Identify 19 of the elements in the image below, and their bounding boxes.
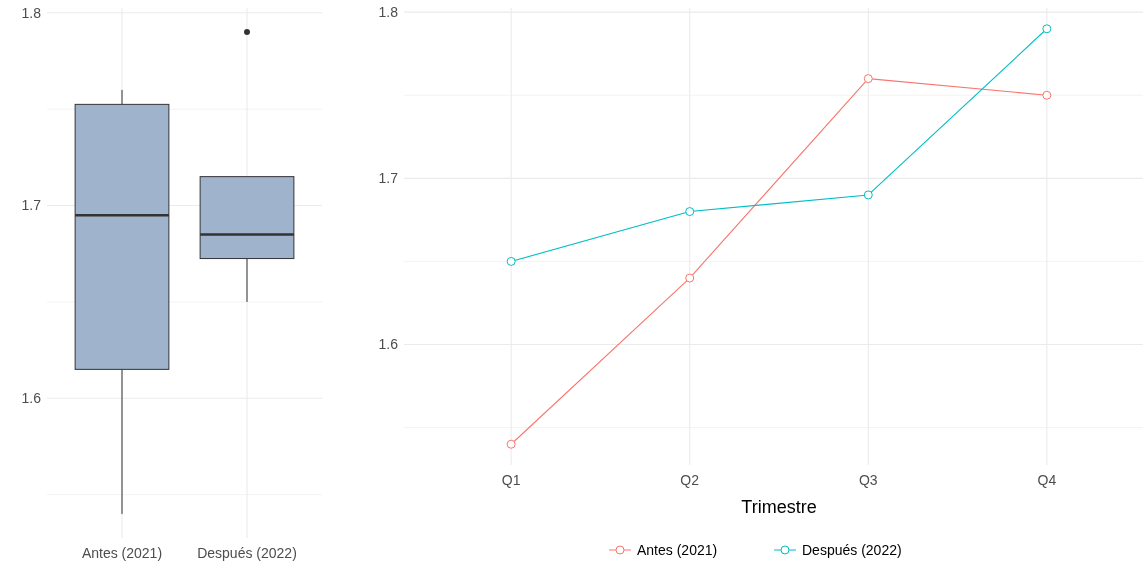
point: [1042, 90, 1052, 100]
y-tick-label: 1.8: [21, 4, 42, 21]
point: [685, 273, 695, 283]
point: [863, 74, 873, 84]
x-axis-title: Trimestre: [741, 497, 817, 517]
x-tick-label: Q4: [1037, 472, 1057, 488]
y-tick-label: 1.6: [21, 390, 42, 407]
y-tick-label: 1.7: [378, 170, 399, 187]
point: [506, 256, 516, 266]
y-tick-label: 1.8: [378, 4, 399, 21]
x-tick-label: Q2: [680, 472, 700, 488]
y-tick-label: 1.6: [378, 336, 399, 353]
x-tick-label: Q1: [501, 472, 521, 488]
point: [1042, 24, 1052, 34]
point: [863, 190, 873, 200]
point: [685, 207, 695, 217]
x-tick-label: Q3: [858, 472, 878, 488]
point: [506, 439, 516, 449]
y-tick-label: 1.7: [21, 197, 42, 214]
